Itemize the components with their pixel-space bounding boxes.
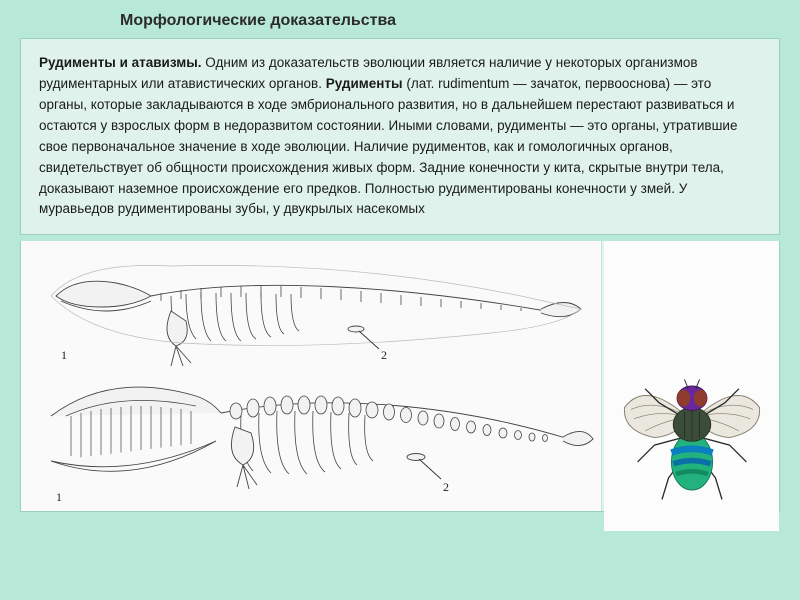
whale-top-label-2: 2 xyxy=(381,348,387,362)
content-box: Рудименты и атавизмы. Одним из доказател… xyxy=(20,38,780,235)
illustrations-row: 1 2 xyxy=(20,241,780,512)
body-sent-2: (лат. rudimentum — зачаток, первооснова)… xyxy=(39,76,737,217)
whale-top-label-1: 1 xyxy=(61,348,67,362)
whale-skeleton-figure: 1 2 xyxy=(21,241,602,511)
whale-bot-label-1: 1 xyxy=(56,490,62,504)
page-root: Морфологические доказательства Рудименты… xyxy=(0,0,800,600)
whale-skeleton-svg: 1 2 xyxy=(21,241,601,511)
whale-bot-label-2: 2 xyxy=(443,480,449,494)
term-rudiments: Рудименты xyxy=(326,76,403,91)
page-title: Морфологические доказательства xyxy=(0,0,800,38)
fly-figure xyxy=(604,241,779,531)
sub-heading: Рудименты и атавизмы. xyxy=(39,55,202,70)
fly-svg xyxy=(617,351,767,511)
